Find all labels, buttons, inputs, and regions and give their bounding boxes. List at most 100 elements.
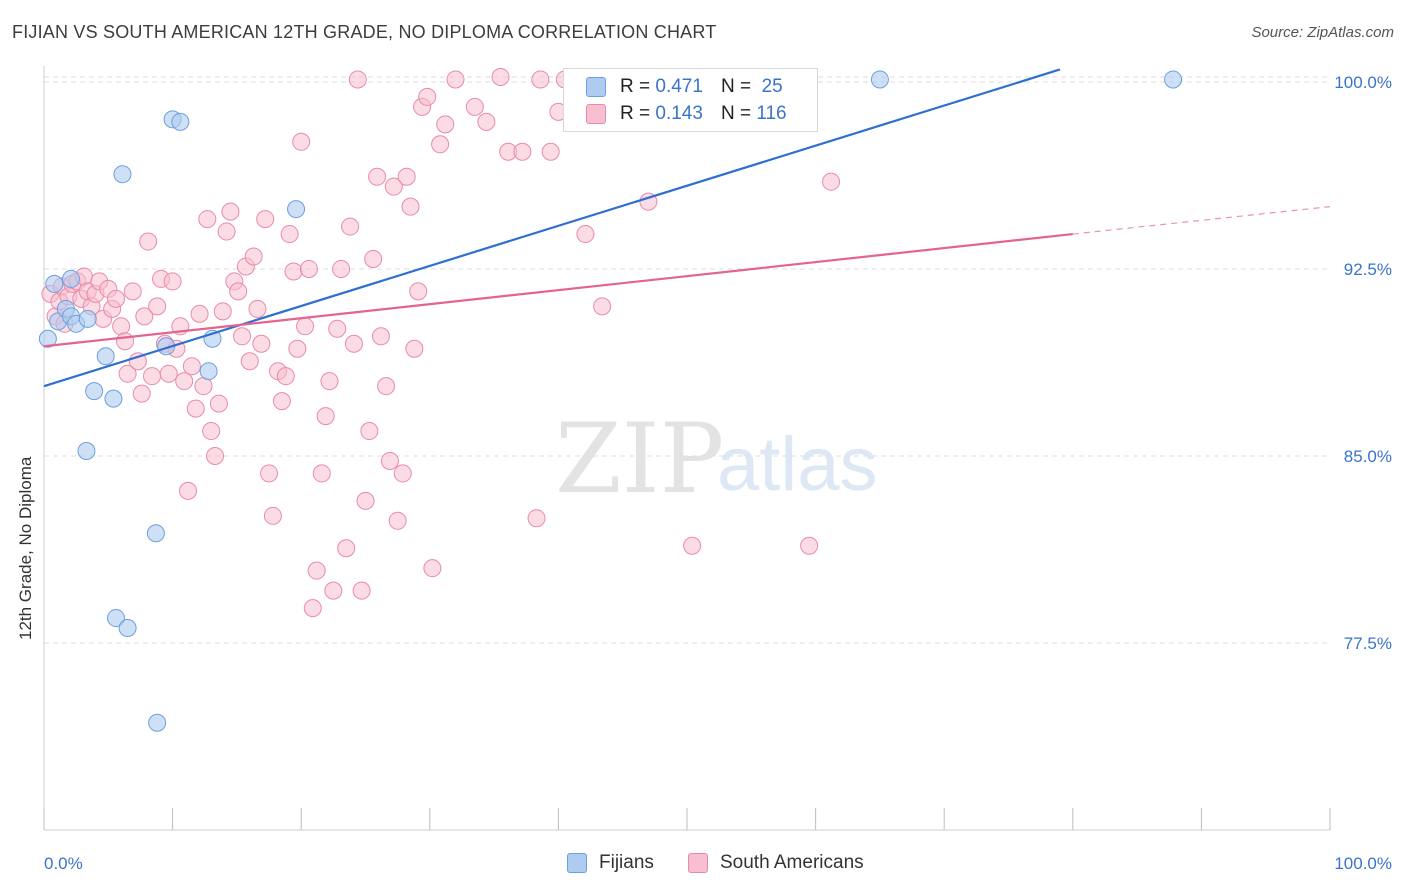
south-americans-point (186, 399, 205, 418)
legend-row-fijians: R = 0.471 N = 25 (586, 75, 783, 99)
watermark: ZIP atlas (555, 403, 878, 515)
south-americans-point (132, 384, 151, 403)
watermark-atlas: atlas (717, 422, 878, 507)
x-tick-label: 100.0% (1334, 854, 1392, 873)
south-americans-point (397, 167, 416, 186)
trend-lines (43, 68, 1331, 388)
south-americans-point (320, 372, 339, 391)
south-americans-point (252, 334, 271, 353)
south-americans-point (337, 539, 356, 558)
south-americans-point (159, 364, 178, 383)
south-americans-point (356, 491, 375, 510)
south-americans-point (348, 70, 367, 89)
south-americans-point (260, 464, 279, 483)
fijians-point (107, 609, 126, 628)
y-tick-label: 85.0% (1344, 447, 1392, 466)
south-americans-point (276, 367, 295, 386)
south-americans-point (128, 352, 147, 371)
gridlines (44, 76, 1330, 644)
fijians-point (104, 389, 123, 408)
fijians-point (113, 165, 132, 184)
x-tick-label: 0.0% (44, 854, 83, 873)
fijians-point (1164, 70, 1183, 89)
south-americans-point (233, 327, 252, 346)
south-americans-point (312, 464, 331, 483)
south-americans-point (221, 202, 240, 221)
south-americans-point (446, 70, 465, 89)
south-americans-point (683, 536, 702, 555)
south-americans-point (229, 282, 248, 301)
south-americans-point (213, 302, 232, 321)
south-americans-point (194, 377, 213, 396)
south-americans-point (344, 334, 363, 353)
fijians-point (870, 70, 889, 89)
south-americans-point (118, 364, 137, 383)
fijians-point (171, 112, 190, 131)
legend-n-label: N = (720, 103, 752, 124)
legend-item-fijians[interactable]: Fijians (567, 852, 654, 874)
watermark-zip: ZIP (555, 403, 724, 515)
south-americans-point (822, 172, 841, 191)
legend-r-label: R = (620, 103, 651, 124)
south-americans-point (316, 407, 335, 426)
fijians-point (62, 269, 81, 288)
south-americans-point (182, 357, 201, 376)
south-americans-point (491, 67, 510, 86)
south-americans-point (139, 232, 158, 251)
south-americans-point (263, 506, 282, 525)
south-americans-point (377, 377, 396, 396)
legend-n-label: N = (720, 76, 752, 97)
south-americans-point (209, 394, 228, 413)
south-americans-point (384, 177, 403, 196)
south-americans-point (240, 352, 259, 371)
south-americans-point (143, 367, 162, 386)
fijians-point (199, 362, 218, 381)
south-americans-point (190, 304, 209, 323)
fijians-point (287, 200, 306, 219)
fijians-legend-swatch (567, 853, 587, 873)
south-americans-point (135, 307, 154, 326)
south-americans-point (163, 272, 182, 291)
y-tick-label: 100.0% (1334, 73, 1392, 92)
south-americans-point (324, 581, 343, 600)
south-americans-legend-label: South Americans (720, 852, 864, 873)
south-americans-point (409, 282, 428, 301)
fijians-point (45, 274, 64, 293)
fijians-point (78, 309, 97, 328)
chart-title: FIJIAN VS SOUTH AMERICAN 12TH GRADE, NO … (12, 22, 717, 42)
south-americans-point (280, 225, 299, 244)
fijians-points (38, 70, 1183, 732)
y-tick-label: 92.5% (1344, 260, 1392, 279)
fijians-point (85, 382, 104, 401)
south-americans-trend-extension (1072, 206, 1331, 235)
south-americans-point (423, 559, 442, 578)
south-americans-point (296, 317, 315, 336)
south-americans-point (513, 142, 532, 161)
legend-r-value: 0.143 (655, 103, 703, 124)
south-americans-point (405, 339, 424, 358)
south-americans-point (368, 167, 387, 186)
south-americans-point (341, 217, 360, 236)
south-americans-legend-swatch (688, 853, 708, 873)
south-americans-point (380, 451, 399, 470)
south-americans-point (352, 581, 371, 600)
south-americans-point (292, 132, 311, 151)
south-americans-point (179, 481, 198, 500)
south-americans-point (431, 135, 450, 154)
south-americans-trend-line (43, 232, 1073, 348)
south-americans-point (303, 599, 322, 618)
legend-row-south-americans: R = 0.143 N = 116 (586, 102, 787, 126)
y-axis-label: 12th Grade, No Diploma (16, 456, 35, 640)
south-americans-point (288, 339, 307, 358)
y-tick-labels: 100.0% 92.5% 85.0% 77.5% (1334, 73, 1392, 653)
south-americans-point (576, 225, 595, 244)
south-americans-point (175, 372, 194, 391)
axes (43, 66, 1331, 831)
legend-r-value: 0.471 (655, 76, 703, 97)
legend-item-south-americans[interactable]: South Americans (688, 852, 864, 874)
south-americans-point (148, 297, 167, 316)
south-americans-point (123, 282, 142, 301)
x-tick-labels: 0.0% 100.0% (44, 854, 1392, 873)
south-americans-point (116, 332, 135, 351)
